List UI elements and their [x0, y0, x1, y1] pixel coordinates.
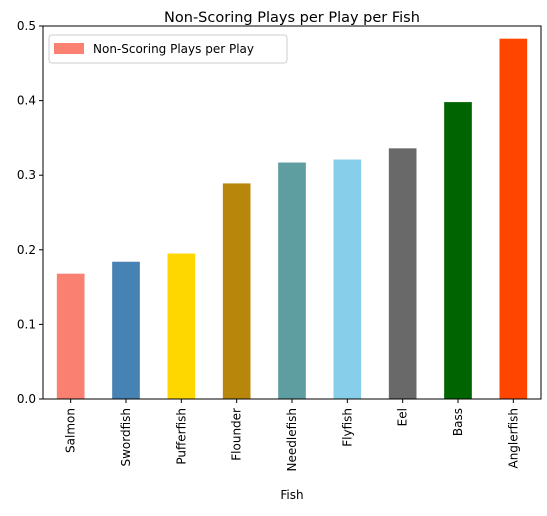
x-tick-label: Needlefish: [285, 408, 299, 472]
y-tick-label: 0.3: [17, 168, 36, 182]
legend-frame: [48, 34, 288, 64]
plot-frame: [42, 25, 542, 400]
bar-needlefish: [278, 162, 306, 399]
bar-eel: [388, 148, 417, 399]
x-tick-label: Flounder: [230, 408, 244, 461]
y-tick-label: 0.2: [17, 243, 36, 257]
bar-flyfish: [333, 159, 362, 399]
bar-flounder: [222, 183, 251, 399]
bar-pufferfish: [167, 253, 196, 399]
x-tick-label: Salmon: [64, 408, 78, 453]
bar-anglerfish: [499, 38, 528, 399]
x-tick-label: Pufferfish: [174, 408, 188, 465]
legend-label: Non-Scoring Plays per Play: [93, 42, 254, 56]
x-axis-label: Fish: [280, 488, 303, 502]
legend: Non-Scoring Plays per Play: [48, 34, 288, 64]
x-tick-label: Bass: [451, 408, 465, 436]
y-tick-label: 0.5: [17, 19, 36, 33]
y-axis: 0.0 0.1 0.2 0.3 0.4 0.5: [17, 19, 43, 406]
x-axis: Salmon Swordfish Pufferfish Flounder Needlef…: [64, 399, 520, 472]
bar-bass: [444, 102, 472, 399]
x-tick-label: Anglerfish: [506, 408, 520, 469]
chart-title: Non-Scoring Plays per Play per Fish: [164, 10, 420, 26]
y-tick-label: 0.0: [17, 392, 36, 406]
bar-swordfish: [112, 261, 140, 399]
x-tick-label: Eel: [396, 408, 410, 426]
legend-swatch: [54, 43, 84, 54]
bar-salmon: [56, 273, 85, 399]
bars-group: [56, 38, 528, 399]
x-tick-label: Flyfish: [340, 408, 354, 447]
y-tick-label: 0.4: [17, 94, 36, 108]
y-tick-label: 0.1: [17, 317, 36, 331]
x-tick-label: Swordfish: [119, 408, 133, 467]
